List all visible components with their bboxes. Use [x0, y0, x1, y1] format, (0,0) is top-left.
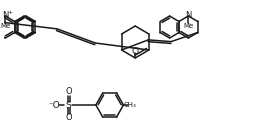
Text: Me: Me: [183, 23, 193, 29]
Text: N: N: [185, 11, 192, 20]
Text: Cl: Cl: [131, 46, 139, 55]
Text: N: N: [2, 11, 8, 20]
Text: O: O: [65, 88, 72, 96]
Text: ⁻O: ⁻O: [49, 100, 60, 109]
Text: S: S: [66, 100, 71, 109]
Text: O: O: [65, 113, 72, 122]
Text: Me: Me: [0, 23, 11, 29]
Text: CH₃: CH₃: [124, 102, 137, 108]
Text: +: +: [7, 10, 12, 14]
